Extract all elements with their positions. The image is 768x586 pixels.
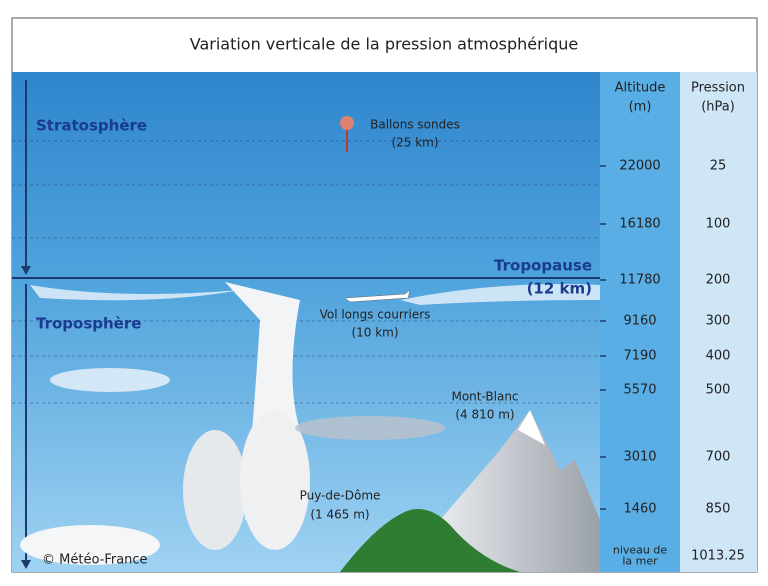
credit: © Météo-France [42,553,148,568]
arrow-head [21,560,31,569]
layer-label: Troposphère [36,315,141,333]
cloud [240,410,310,550]
pressure-cell: 700 [706,450,731,465]
mont-blanc [440,410,600,572]
puy-de-dome [340,509,520,572]
cloud [183,430,247,550]
annotation: Ballons sondes [370,118,460,132]
column-header: (m) [629,100,652,115]
pressure-cell: 1013.25 [691,549,745,564]
cloud [295,416,445,440]
annotation: Puy-de-Dôme [300,489,381,503]
annotation: Mont-Blanc [451,390,518,404]
airplane [344,289,411,303]
annotation: Vol longs courriers [320,308,431,322]
pressure-cell: 300 [706,314,731,329]
altitude-cell: 7190 [623,349,656,364]
pressure-cell: 400 [706,349,731,364]
pressure-cell: 850 [706,502,731,517]
pressure-cell: 100 [706,217,731,232]
altitude-cell: 16180 [619,217,660,232]
balloon [340,116,354,130]
altitude-cell: 5570 [623,383,656,398]
cloud [20,525,160,565]
arrow-head [21,266,31,275]
annotation: (10 km) [351,326,398,340]
level-lines [12,140,600,404]
altitude-cell: niveau de [613,544,667,557]
column-header: Pression [691,81,745,96]
annotation: (4 810 m) [455,408,514,422]
pressure-cell: 25 [710,159,727,174]
layer-label: Stratosphère [36,117,147,135]
annotation: (1 465 m) [310,508,369,522]
column-header: Altitude [615,81,666,96]
cloud [50,368,170,392]
pressure-column [680,72,757,572]
altitude-cell: 9160 [623,314,656,329]
column-header: (hPa) [701,100,735,115]
altitude-cell: la mer [622,555,658,568]
layer-label: Tropopause [494,257,592,275]
annotation: (25 km) [391,136,438,150]
altitude-cell: 11780 [619,273,660,288]
cirrus [30,285,240,301]
layer-label: (12 km) [527,280,592,298]
altitude-cell: 1460 [623,502,656,517]
altitude-cell: 22000 [619,159,660,174]
altitude-cell: 3010 [623,450,656,465]
snow [518,410,545,445]
altitude-column [600,72,680,572]
pressure-cell: 200 [706,273,731,288]
title: Variation verticale de la pression atmos… [190,35,579,54]
pressure-cell: 500 [706,383,731,398]
cirrus [400,284,600,305]
